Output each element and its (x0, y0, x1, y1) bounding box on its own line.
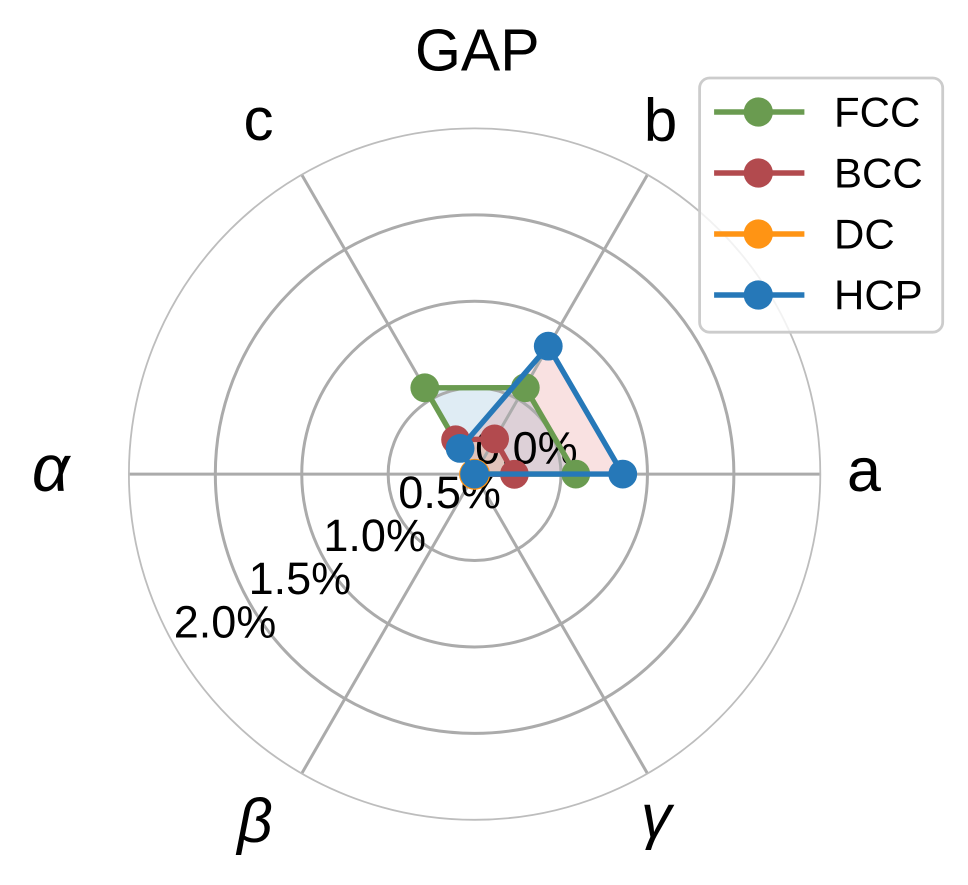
svg-text:1.0%: 1.0% (323, 510, 426, 561)
svg-text:α: α (32, 431, 72, 505)
svg-text:a: a (847, 436, 881, 504)
svg-text:BCC: BCC (834, 150, 923, 197)
svg-text:DC: DC (834, 211, 895, 258)
svg-text:FCC: FCC (834, 89, 920, 136)
svg-text:1.5%: 1.5% (249, 553, 352, 604)
svg-text:c: c (244, 86, 274, 153)
svg-text:b: b (644, 86, 677, 153)
svg-text:HCP: HCP (834, 272, 923, 319)
svg-text:β: β (235, 787, 272, 856)
svg-text:γ: γ (641, 782, 675, 850)
svg-text:GAP: GAP (415, 18, 540, 84)
svg-text:2.0%: 2.0% (174, 596, 277, 647)
